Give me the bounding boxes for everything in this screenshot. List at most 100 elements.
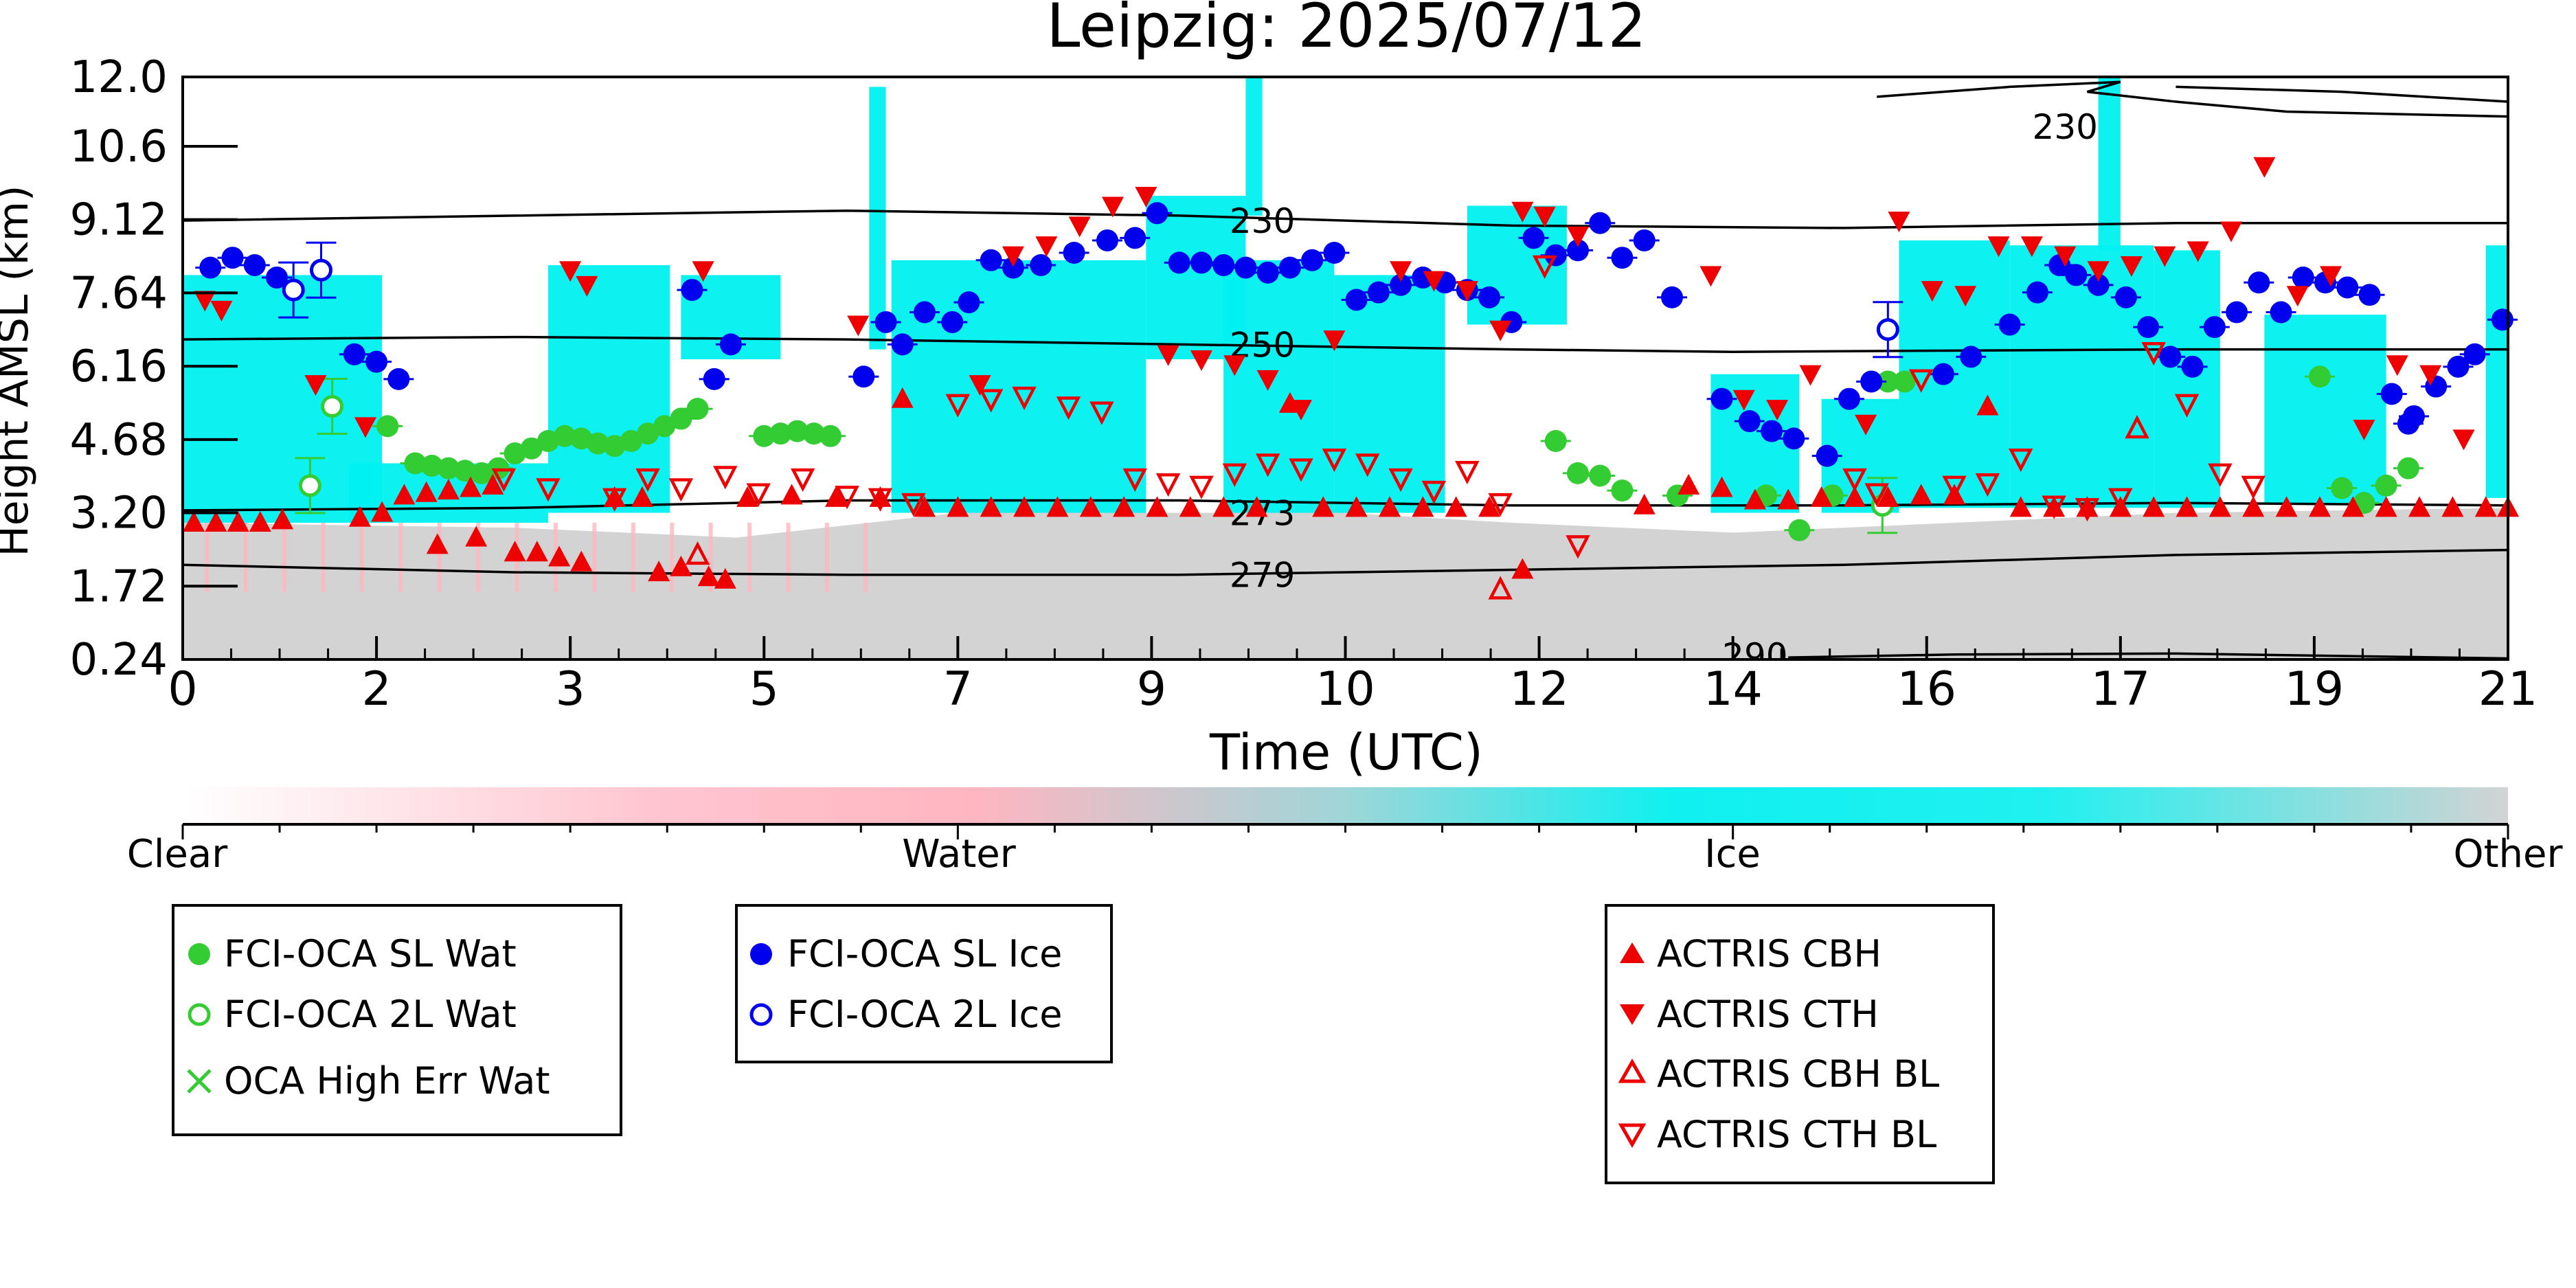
actris-cth-marker (969, 375, 991, 396)
contour-label: 230 (2033, 107, 2098, 147)
actris-cbh-marker (1810, 486, 1833, 507)
fci-oca-sl-ice-marker (1367, 281, 1390, 304)
actris-cbh-marker (2043, 496, 2066, 517)
fci-oca-sl-ice-marker (1960, 346, 1982, 368)
fci-oca-sl-ice-marker (852, 365, 875, 388)
colorbar-label-water: Water (902, 832, 1017, 877)
temperature-contours: 230250273279230290 (183, 80, 2508, 659)
actris-cbh-marker (736, 486, 759, 507)
actris-cbh-marker (1146, 496, 1168, 517)
y-tick-label: 4.68 (70, 415, 168, 466)
actris-cth-marker (1921, 281, 1943, 302)
actris-cbh-marker (1412, 496, 1434, 517)
legend-water: FCI-OCA SL Wat FCI-OCA 2L Wat OCA High E… (172, 904, 622, 1136)
fci-oca-sl-ice-marker (2270, 301, 2292, 324)
actris-cth-bl-marker (2108, 488, 2133, 512)
ice-class-region (891, 260, 1146, 513)
actris-cbh-marker (437, 479, 460, 500)
fci-oca-sl-wat-marker (786, 420, 809, 442)
x-tick-label: 14 (1703, 662, 1763, 716)
actris-cth-marker (1456, 281, 1478, 302)
actris-cth-marker (1390, 261, 1412, 282)
fci-oca-sl-wat-marker (753, 425, 776, 447)
actris-cth-marker (1423, 271, 1445, 292)
contour-line (183, 209, 2508, 229)
actris-cbh-marker (2308, 496, 2331, 517)
legend-label: FCI-OCA SL Wat (224, 932, 517, 975)
water-class-streak (359, 522, 364, 592)
x-axis-ticks: 0 2 3 5 7 9 10 12 14 16 17 19 21 (168, 636, 2538, 716)
actris-cth-bl-marker (536, 478, 561, 502)
actris-cth-marker (1190, 350, 1212, 372)
actris-cth-marker (1068, 216, 1091, 238)
actris-cbh-marker (1079, 496, 1102, 517)
fci-oca-sl-wat-marker (637, 422, 659, 445)
water-class-streak (205, 522, 210, 592)
actris-cbh-marker (869, 486, 892, 507)
actris-cbh-marker (426, 533, 449, 554)
actris-cth-marker (847, 315, 870, 337)
legend-label: ACTRIS CTH (1657, 993, 1879, 1036)
actris-cbh-marker (348, 506, 371, 527)
fci-oca-sl-ice-marker (1030, 254, 1052, 277)
fci-oca-sl-ice-marker (2447, 355, 2470, 378)
actris-cth-marker (2020, 236, 2043, 258)
fci-oca-sl-wat-marker (1611, 479, 1634, 502)
x-tick-label: 2 (361, 662, 391, 716)
actris-cbh-marker (1976, 394, 1999, 416)
actris-cth-marker (1954, 286, 1977, 307)
actris-cth-bl-marker (1189, 475, 1214, 499)
fci-oca-sl-ice-marker (1998, 313, 2021, 336)
actris-cth-marker (210, 300, 233, 321)
x-tick-label: 10 (1315, 662, 1375, 716)
contour-line (1788, 652, 2508, 659)
fci-oca-sl-ice-marker (1544, 244, 1567, 267)
actris-cth-bl-marker (1222, 463, 1247, 487)
x-axis-label: Time (UTC) (1209, 723, 1483, 781)
fci-oca-sl-ice-marker (343, 343, 365, 365)
fci-oca-sl-ice-marker (2397, 412, 2419, 435)
fci-oca-sl-ice-marker (1278, 256, 1301, 279)
fci-oca-sl-ice-marker (2159, 346, 2182, 368)
x-tick-label: 19 (2285, 662, 2345, 716)
actris-cth-bl-marker (2075, 498, 2100, 522)
fci-oca-sl-wat-marker (1589, 464, 1612, 487)
legend-box (172, 904, 622, 1136)
other-class-region (183, 508, 2508, 659)
fci-oca-sl-ice-marker (2203, 316, 2226, 339)
actris-cbh-marker (371, 501, 394, 522)
actris-cth-marker (1223, 355, 1246, 376)
fci-oca-sl-wat-marker (554, 425, 576, 447)
actris-cth-bl-marker (2009, 448, 2033, 473)
y-tick-label: 3.20 (70, 488, 168, 539)
x-tick-label: 7 (943, 662, 973, 716)
y-axis-ticks: 0.24 1.72 3.20 4.68 6.16 7.64 9.12 10.6 12.0 (70, 52, 238, 686)
actris-cbh-marker (2076, 496, 2099, 517)
legend-label: OCA High Err Wat (224, 1059, 550, 1103)
ice-class-region (547, 265, 670, 513)
actris-cbh-marker (548, 545, 571, 567)
water-class-streak (476, 522, 481, 592)
fci-oca-sl-wat-marker (620, 430, 642, 452)
actris-cth-bl-marker (945, 394, 971, 418)
y-tick-label: 7.64 (70, 268, 168, 319)
actris-cth-marker (2054, 246, 2077, 267)
actris-cbh-marker (1378, 496, 1401, 517)
fci-oca-sl-ice-marker (1838, 387, 1860, 410)
actris-cbh-marker (1212, 496, 1235, 517)
water-class-streak (824, 522, 829, 592)
x-tick-label: 12 (1509, 662, 1569, 716)
legend-label: FCI-OCA 2L Wat (224, 993, 517, 1036)
legend-actris: ACTRIS CBH ACTRIS CTH ACTRIS CBH BL ACTR… (1605, 904, 1995, 1184)
legend-marker (1618, 1058, 1647, 1083)
legend-marker (1620, 942, 1645, 963)
actris-cth-bl-marker (835, 486, 859, 510)
actris-cbh-marker (1013, 496, 1036, 517)
actris-cbh-marker (183, 510, 205, 532)
fci-oca-sl-wat-marker (437, 457, 460, 479)
actris-cth-marker (1290, 400, 1313, 421)
fci-oca-sl-wat-marker (1893, 370, 1916, 393)
actris-cbh-marker (1179, 496, 1201, 517)
actris-cbh-marker (2009, 496, 2032, 517)
fci-oca-sl-ice-marker (2336, 276, 2359, 299)
